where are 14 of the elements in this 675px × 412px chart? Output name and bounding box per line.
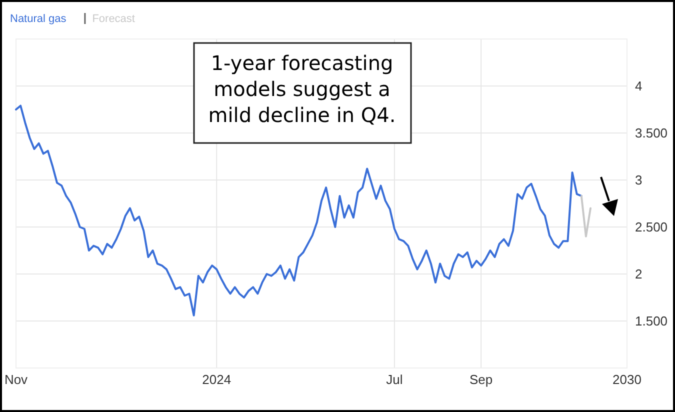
- text: Natural gas: [10, 13, 67, 25]
- y-tick-label: 3: [635, 172, 642, 188]
- x-tick-label: Jul: [386, 372, 403, 387]
- y-tick-label: 1.500: [635, 314, 668, 329]
- y-tick-label: 2: [635, 266, 642, 282]
- x-tick-label: Nov: [4, 372, 28, 387]
- y-tick-label: 2.500: [635, 220, 668, 235]
- x-tick-label: 2024: [202, 372, 232, 387]
- line-series: [15, 104, 582, 316]
- x-tick-label: 2030: [612, 372, 642, 387]
- y-tick-label: 3.500: [635, 126, 668, 141]
- y-tick-label: 4: [635, 78, 642, 94]
- x-tick-label: Sep: [470, 372, 493, 387]
- annotation: 1-year forecasting models suggest a mild decline in Q4.: [208, 51, 396, 127]
